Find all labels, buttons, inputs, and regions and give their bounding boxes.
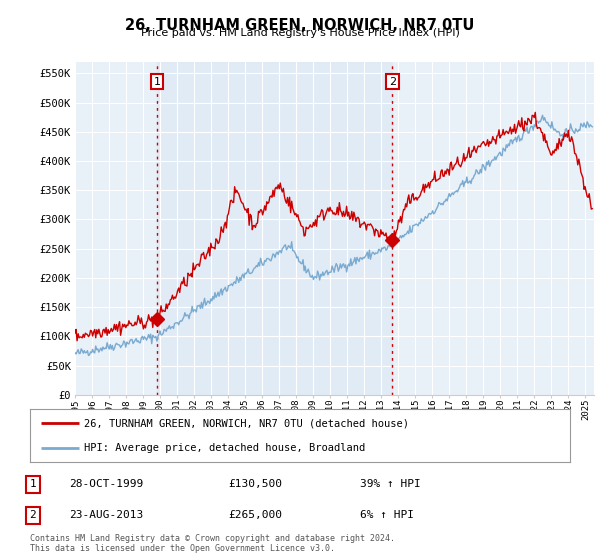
Text: 1: 1 xyxy=(154,77,161,87)
Text: 26, TURNHAM GREEN, NORWICH, NR7 0TU (detached house): 26, TURNHAM GREEN, NORWICH, NR7 0TU (det… xyxy=(84,418,409,428)
Text: 39% ↑ HPI: 39% ↑ HPI xyxy=(360,479,421,489)
Bar xyxy=(157,62,392,395)
Text: £265,000: £265,000 xyxy=(228,510,282,520)
Text: 6% ↑ HPI: 6% ↑ HPI xyxy=(360,510,414,520)
Text: 23-AUG-2013: 23-AUG-2013 xyxy=(69,510,143,520)
Text: 26, TURNHAM GREEN, NORWICH, NR7 0TU: 26, TURNHAM GREEN, NORWICH, NR7 0TU xyxy=(125,18,475,33)
Text: 1: 1 xyxy=(29,479,37,489)
Text: HPI: Average price, detached house, Broadland: HPI: Average price, detached house, Broa… xyxy=(84,442,365,452)
Text: £130,500: £130,500 xyxy=(228,479,282,489)
Text: Contains HM Land Registry data © Crown copyright and database right 2024.
This d: Contains HM Land Registry data © Crown c… xyxy=(30,534,395,553)
Text: 28-OCT-1999: 28-OCT-1999 xyxy=(69,479,143,489)
Text: 2: 2 xyxy=(29,510,37,520)
Text: Price paid vs. HM Land Registry's House Price Index (HPI): Price paid vs. HM Land Registry's House … xyxy=(140,28,460,38)
Text: 2: 2 xyxy=(389,77,396,87)
